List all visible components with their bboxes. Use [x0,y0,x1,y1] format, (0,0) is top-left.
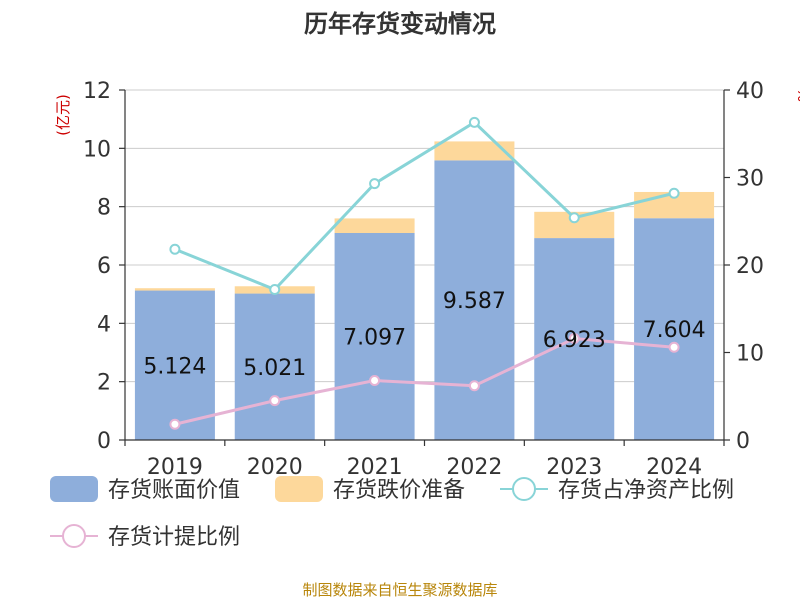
x-tick-label: 2020 [247,455,303,480]
x-tick-label: 2024 [646,455,702,480]
left-tick-label: 12 [83,79,111,104]
x-tick-label: 2022 [446,455,502,480]
line-point [668,187,680,199]
left-tick-label: 10 [83,137,111,162]
line-series-3 [174,336,675,426]
legend-swatch [275,476,323,502]
source-note: 制图数据来自恒生聚源数据库 [302,581,497,599]
line-point [668,341,680,353]
bar-inventory-value [434,160,515,441]
right-tick-label: 10 [736,342,764,367]
x-tick-label: 2019 [147,455,203,480]
bar-inventory-value [634,218,715,440]
x-tick-label: 2023 [546,455,602,480]
bar-impairment-reserve [334,218,415,234]
bar-value-label: 7.604 [643,318,706,343]
line-point [568,212,580,224]
right-tick-label: 20 [736,254,764,279]
x-tick-label: 2021 [347,455,403,480]
bar-inventory-value [334,233,415,440]
left-tick-label: 8 [97,196,111,221]
legend-swatch [50,476,98,502]
left-axis-unit: (亿元) [54,94,72,136]
line-point [169,418,181,430]
legend-label: 存货账面价值 [108,478,240,503]
legend-label: 存货计提比例 [108,525,240,550]
grid-lines [125,89,724,383]
left-tick-label: 0 [97,429,111,454]
bars [134,141,715,441]
bar-value-label: 5.021 [243,356,306,381]
bar-inventory-value [134,290,215,440]
bar-impairment-reserve [134,288,215,291]
line-point [169,243,181,255]
line-point [269,284,281,295]
legend-marker [512,477,536,501]
legend-label: 存货跌价准备 [333,478,465,503]
legend-label: 存货占净资产比例 [558,478,734,503]
right-tick-label: 30 [736,167,764,192]
left-tick-label: 2 [97,371,111,396]
line-point [468,116,480,128]
right-axis-unit: % [794,88,800,102]
line-point [269,395,281,407]
lines [169,116,680,430]
chart-title: 历年存货变动情况 [304,10,496,38]
left-tick-label: 4 [97,312,111,337]
data-labels: 5.124 5.021 7.097 9.587 6.923 7.604 [143,289,705,381]
line-series-2 [174,120,675,292]
bar-value-label: 6.923 [543,328,606,353]
right-tick-label: 0 [736,429,750,454]
right-tick-label: 40 [736,79,764,104]
line-point [369,375,381,386]
line-point [369,178,381,190]
left-tick-label: 6 [97,254,111,279]
bar-impairment-reserve [434,141,515,161]
axes: 0 2 4 6 8 10 12 0 10 20 30 40 2019 2020 2021 2022 2023 20… [83,79,764,480]
line-point [568,333,580,344]
bar-value-label: 7.097 [343,326,406,351]
legend-marker [62,524,86,548]
bar-value-label: 5.124 [143,354,206,379]
line-point [468,380,480,392]
bar-inventory-value [234,293,315,440]
bar-value-label: 9.587 [443,289,506,314]
